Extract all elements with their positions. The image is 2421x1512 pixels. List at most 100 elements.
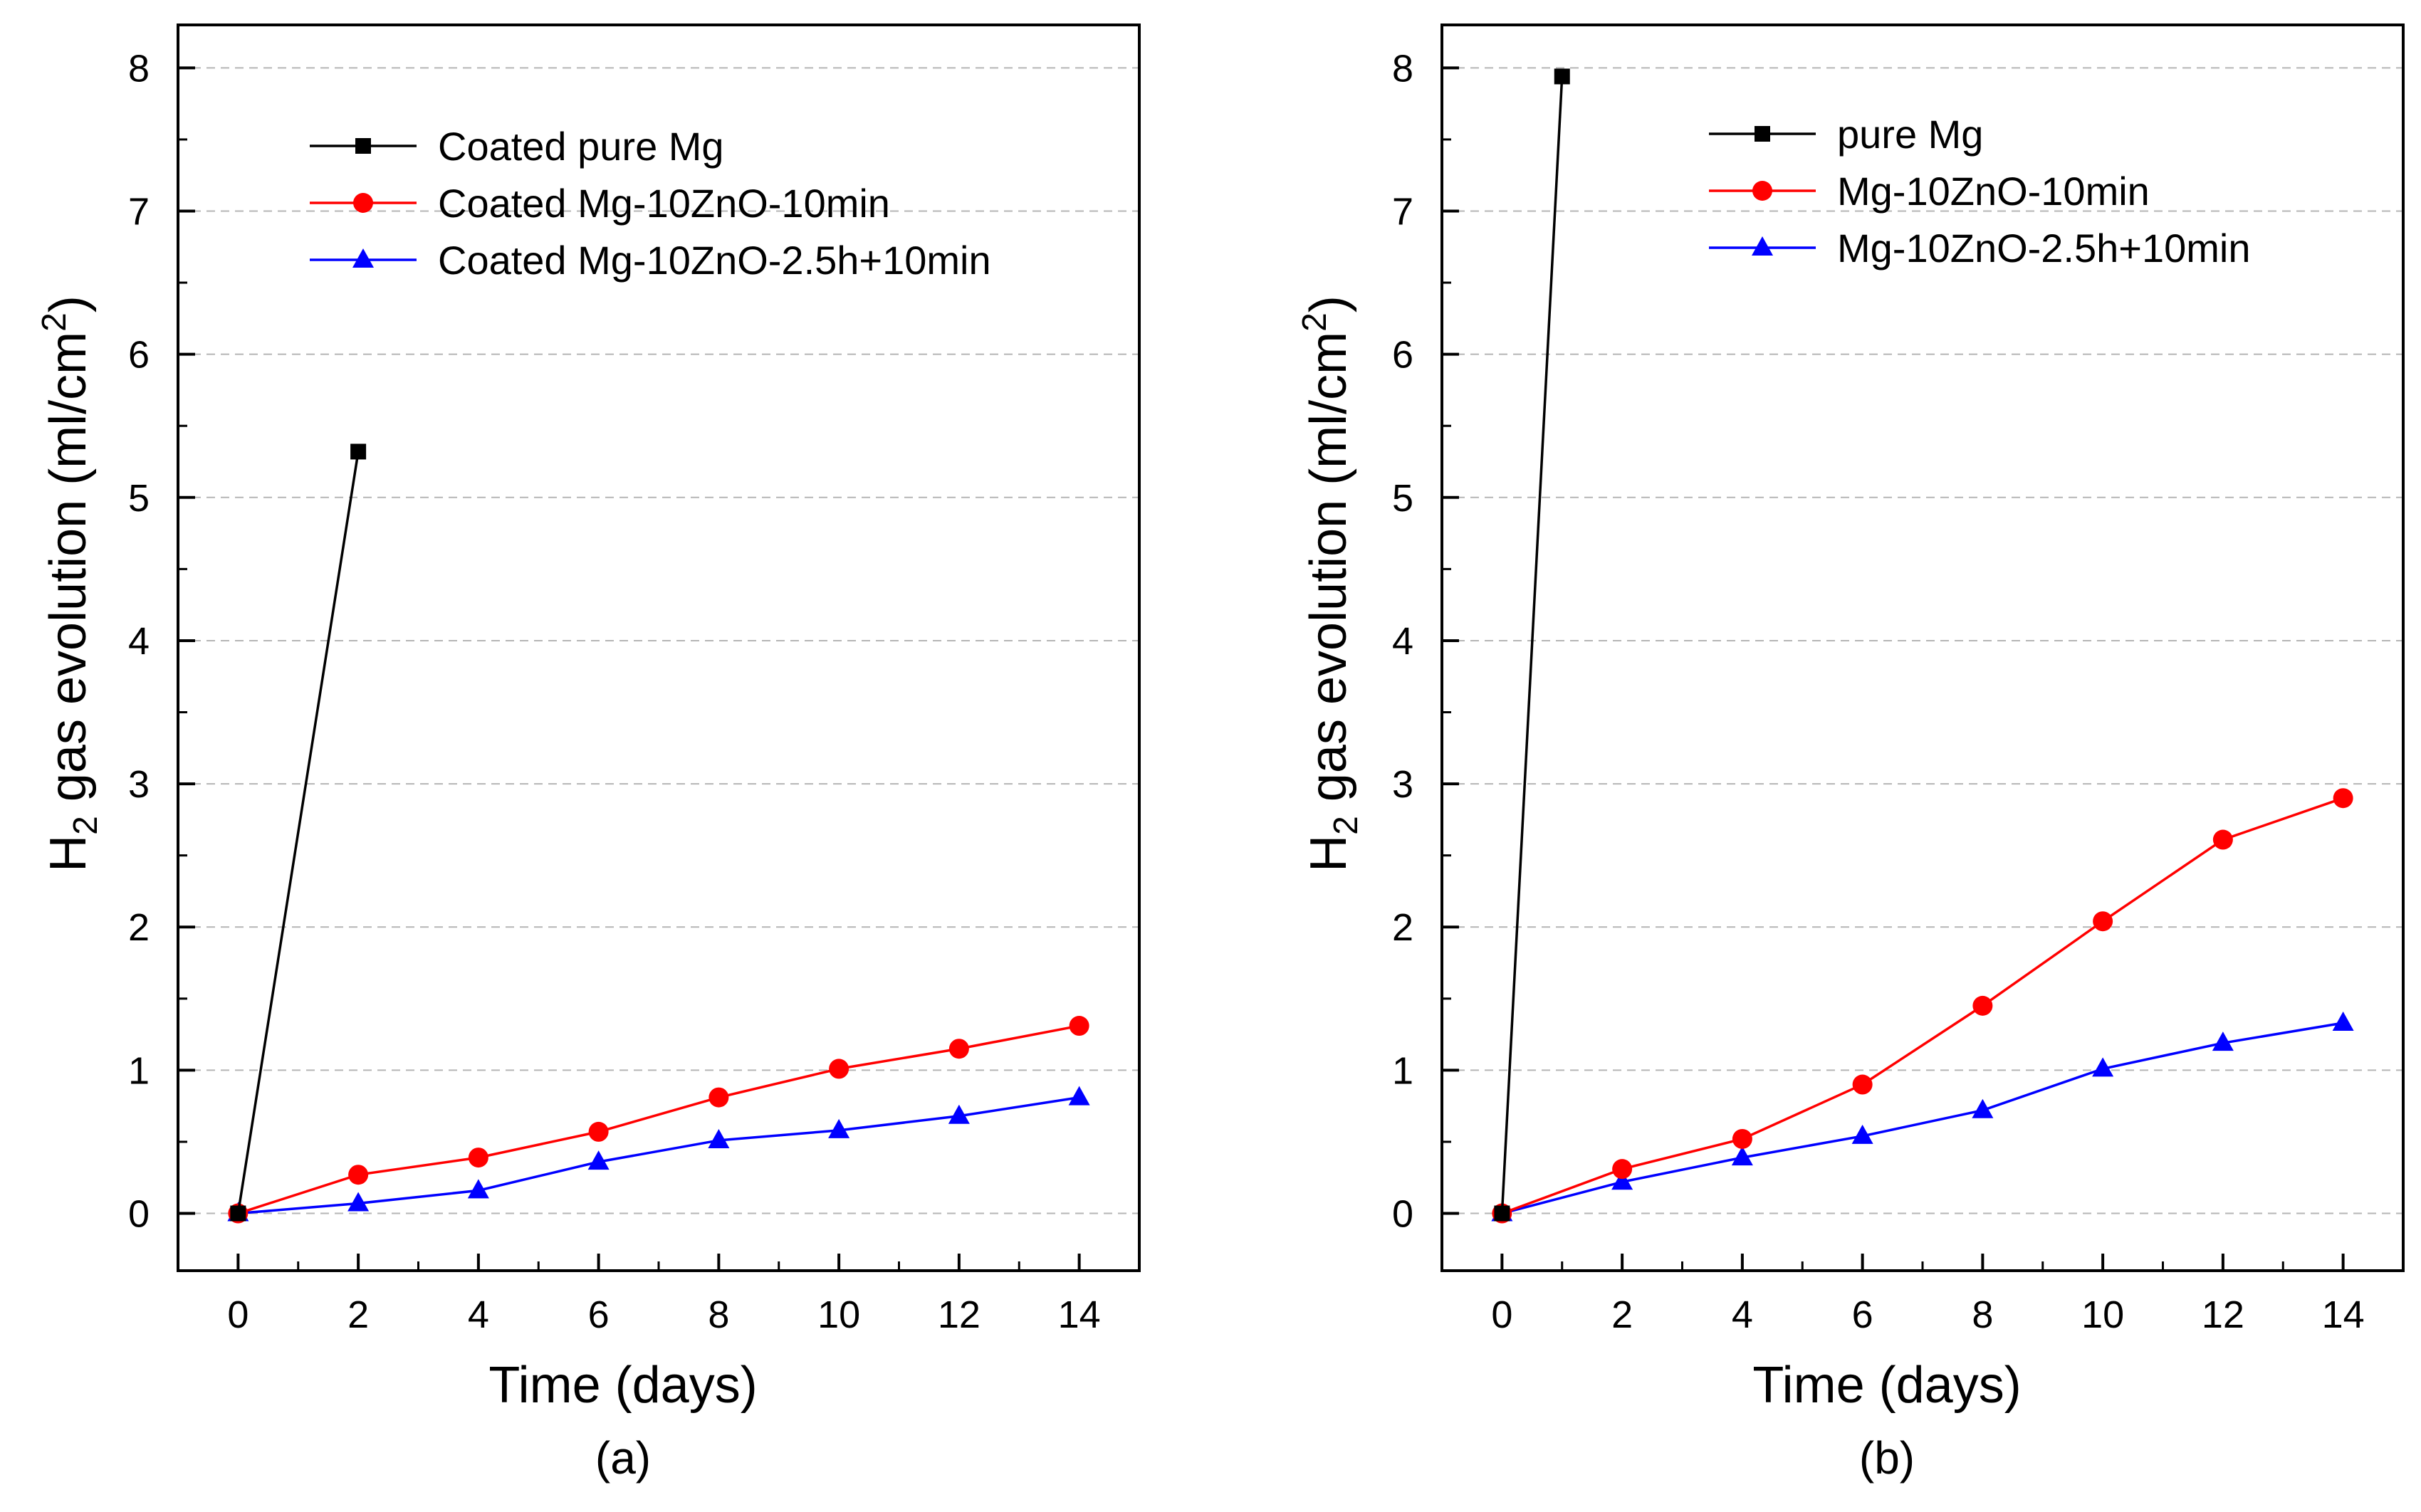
y-tick-label: 7 xyxy=(128,190,150,233)
data-point xyxy=(708,1128,730,1148)
data-point xyxy=(708,1087,729,1108)
data-point xyxy=(588,1121,609,1142)
y-tick-label: 7 xyxy=(1392,190,1413,233)
x-axis-title: Time (days) xyxy=(1752,1357,2021,1414)
x-tick-label: 2 xyxy=(1611,1293,1633,1336)
x-tick-label: 2 xyxy=(347,1293,369,1336)
legend-marker xyxy=(1752,181,1772,201)
y-axis-title-sub: 2 xyxy=(67,816,105,835)
x-tick-label: 10 xyxy=(2081,1293,2124,1336)
y-tick-label: 6 xyxy=(128,334,150,377)
y-tick-label: 8 xyxy=(128,47,150,90)
data-point xyxy=(350,443,367,460)
data-point xyxy=(1554,68,1570,85)
data-point xyxy=(348,1165,369,1185)
y-tick-label: 6 xyxy=(1392,334,1413,377)
x-tick-label: 8 xyxy=(1972,1293,1993,1336)
data-point xyxy=(467,1179,489,1199)
y-axis-title-sub: 2 xyxy=(1327,816,1365,835)
series-line xyxy=(236,451,360,1214)
x-tick-label: 14 xyxy=(2322,1293,2365,1336)
data-point xyxy=(1972,1098,1994,1118)
series-circle xyxy=(1492,788,2353,1224)
x-tick-label: 8 xyxy=(708,1293,729,1336)
y-axis-title-sup: 2 xyxy=(36,313,73,332)
legend-marker xyxy=(353,193,373,213)
series-triangle xyxy=(227,1086,1090,1222)
legend-marker xyxy=(1752,236,1773,256)
data-point xyxy=(2092,1057,2114,1077)
y-tick-label: 4 xyxy=(128,620,150,663)
y-axis-title-sup: 2 xyxy=(1296,313,1334,332)
y-tick-label: 3 xyxy=(1392,763,1413,806)
data-point xyxy=(1852,1074,1873,1095)
legend: Coated pure Mg Coated Mg-10ZnO-10min Coate… xyxy=(310,124,991,283)
data-point xyxy=(1612,1159,1633,1180)
y-tick-label: 5 xyxy=(128,477,150,520)
series-triangle xyxy=(1491,1012,2354,1222)
y-tick-label: 0 xyxy=(1392,1193,1413,1236)
x-tick-label: 4 xyxy=(1732,1293,1753,1336)
y-tick-label: 1 xyxy=(128,1049,150,1092)
legend-marker xyxy=(1755,126,1770,142)
y-tick-label: 4 xyxy=(1392,620,1413,663)
series-line xyxy=(1501,1022,2343,1215)
legend-label: Coated Mg-10ZnO-2.5h+10min xyxy=(438,238,991,283)
y-axis-title: H2 gas evolution (ml/cm2) xyxy=(1296,295,1365,872)
data-point xyxy=(2212,1031,2234,1051)
y-tick-label: 3 xyxy=(128,763,150,806)
data-point xyxy=(468,1148,488,1168)
y-axis-title-end: ) xyxy=(1300,295,1357,313)
legend: pure Mg Mg-10ZnO-10min Mg-10ZnO-2.5h+10min xyxy=(1709,112,2251,271)
data-point xyxy=(1069,1016,1089,1036)
data-point xyxy=(829,1059,849,1079)
panel-caption: (a) xyxy=(595,1432,651,1484)
panel-caption: (b) xyxy=(1859,1432,1915,1484)
y-axis-title-rest: gas evolution (ml/cm xyxy=(40,332,97,816)
data-point xyxy=(2333,788,2353,809)
data-point xyxy=(1611,1170,1633,1190)
data-point xyxy=(1851,1124,1873,1144)
series-line xyxy=(1501,797,2344,1215)
y-tick-label: 2 xyxy=(128,906,150,949)
data-point xyxy=(1494,1205,1510,1222)
x-tick-label: 10 xyxy=(817,1293,860,1336)
y-tick-label: 5 xyxy=(1392,477,1413,520)
legend-label: Mg-10ZnO-10min xyxy=(1837,169,2150,214)
data-point xyxy=(828,1118,850,1138)
data-point xyxy=(1731,1146,1753,1166)
data-point xyxy=(2212,829,2233,850)
x-tick-label: 14 xyxy=(1058,1293,1101,1336)
x-tick-label: 6 xyxy=(1852,1293,1873,1336)
x-tick-label: 0 xyxy=(227,1293,249,1336)
x-tick-label: 0 xyxy=(1491,1293,1512,1336)
legend-marker xyxy=(352,248,374,268)
data-point xyxy=(1732,1128,1752,1149)
y-axis-title: H2 gas evolution (ml/cm2) xyxy=(36,295,105,872)
y-axis-title-main: H xyxy=(1300,835,1357,872)
series-square xyxy=(1494,68,1570,1222)
x-tick-label: 12 xyxy=(2202,1293,2244,1336)
y-tick-label: 1 xyxy=(1392,1049,1413,1092)
x-tick-label: 6 xyxy=(588,1293,610,1336)
legend-marker xyxy=(355,138,371,154)
y-tick-label: 0 xyxy=(128,1193,150,1236)
legend-label: Coated pure Mg xyxy=(438,124,724,169)
x-tick-label: 4 xyxy=(468,1293,489,1336)
data-point xyxy=(2093,911,2113,932)
y-axis-title-main: H xyxy=(40,835,97,872)
data-point xyxy=(948,1039,969,1059)
series-line xyxy=(238,1096,1079,1215)
x-tick-label: 12 xyxy=(938,1293,981,1336)
data-point xyxy=(230,1205,246,1222)
data-point xyxy=(948,1104,970,1124)
legend-label: pure Mg xyxy=(1837,112,1983,157)
series-square xyxy=(230,443,367,1222)
legend-label: Coated Mg-10ZnO-10min xyxy=(438,181,890,226)
data-point xyxy=(2332,1012,2354,1031)
x-axis-title: Time (days) xyxy=(488,1357,757,1414)
data-point xyxy=(1972,995,1993,1016)
